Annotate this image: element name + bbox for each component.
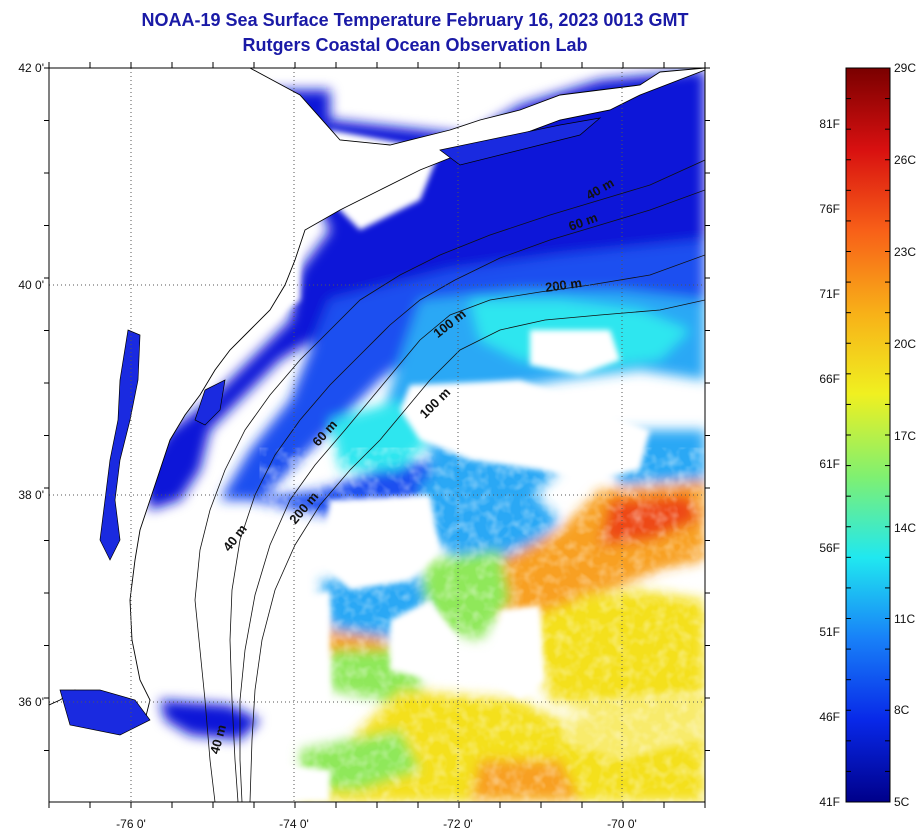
landmass [49, 68, 705, 721]
colorbar: 29C 26C 23C 20C 17C 14C 11C 8C 5C 81F 76… [819, 61, 916, 809]
lon-tick-label: -70 0' [607, 817, 637, 831]
colorbar-ticks [846, 67, 890, 803]
colorbar-celsius-label: 5C [894, 795, 910, 809]
colorbar-celsius-label: 8C [894, 703, 910, 717]
long-island-sound [439, 117, 602, 166]
contour-label: 40 m [207, 723, 229, 756]
pamlico-sound [59, 689, 151, 736]
colorbar-fahrenheit-label: 81F [819, 117, 840, 131]
speckle-texture [300, 480, 705, 802]
chart-title: NOAA-19 Sea Surface Temperature February… [141, 10, 689, 30]
lat-tick-label: 40 0' [18, 278, 44, 292]
lat-tick-label: 38 0' [18, 488, 44, 502]
colorbar-fahrenheit-label: 61F [819, 457, 840, 471]
colorbar-celsius-label: 23C [894, 245, 916, 259]
colorbar-celsius-labels: 29C 26C 23C 20C 17C 14C 11C 8C 5C [894, 61, 916, 809]
chart-subtitle: Rutgers Coastal Ocean Observation Lab [242, 35, 588, 55]
colorbar-celsius-label: 17C [894, 429, 916, 443]
lat-tick-label: 42 0' [18, 61, 44, 75]
colorbar-celsius-label: 26C [894, 153, 916, 167]
colorbar-fahrenheit-label: 76F [819, 202, 840, 216]
lon-tick-label: -74 0' [279, 817, 309, 831]
colorbar-bar [845, 67, 891, 803]
contour-label: 200 m [544, 275, 583, 295]
map-axes: 42 0' 40 0' 38 0' 36 0' -76 0' -74 0' -7… [18, 61, 710, 831]
chesapeake-bay [99, 329, 141, 561]
lat-tick-label: 36 0' [18, 695, 44, 709]
graticule [49, 68, 705, 802]
delaware-bay [194, 379, 226, 426]
colorbar-fahrenheit-label: 71F [819, 287, 840, 301]
colorbar-fahrenheit-label: 51F [819, 625, 840, 639]
colorbar-celsius-label: 11C [894, 612, 915, 626]
colorbar-fahrenheit-label: 46F [819, 710, 840, 724]
isobaths [194, 159, 705, 802]
colorbar-fahrenheit-label: 41F [819, 795, 840, 809]
colorbar-celsius-label: 20C [894, 337, 916, 351]
colorbar-fahrenheit-labels: 81F 76F 71F 66F 61F 56F 51F 46F 41F [819, 117, 840, 809]
lon-tick-label: -76 0' [116, 817, 146, 831]
lon-tick-label: -72 0' [443, 817, 473, 831]
colorbar-fahrenheit-label: 66F [819, 372, 840, 386]
colorbar-celsius-label: 29C [894, 61, 916, 75]
map-panel: 40 m 60 m 200 m 100 m 100 m 60 m 200 m 4… [49, 68, 705, 802]
colorbar-fahrenheit-label: 56F [819, 541, 840, 555]
colorbar-celsius-label: 14C [894, 521, 916, 535]
